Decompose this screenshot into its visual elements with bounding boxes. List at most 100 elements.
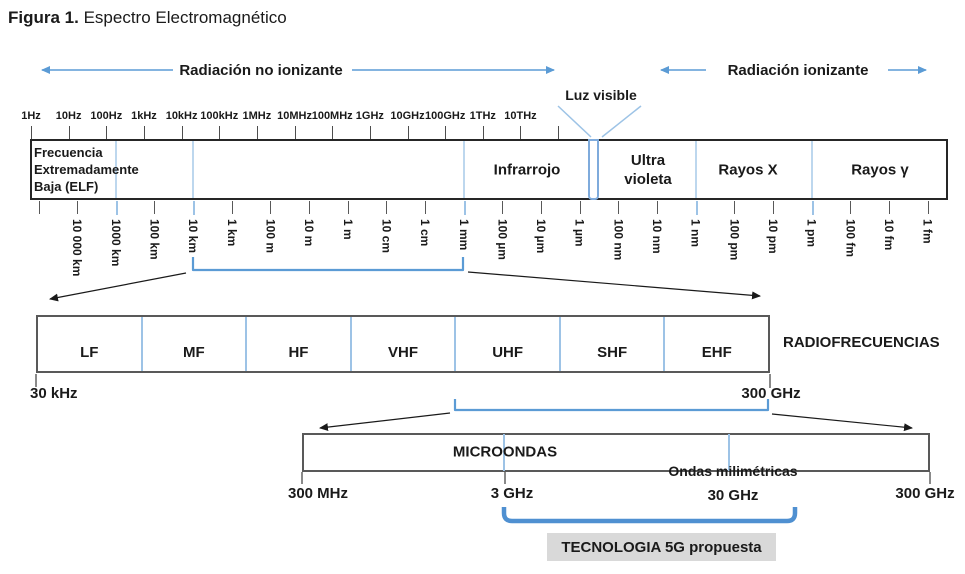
radio-band-mf: MF xyxy=(143,317,248,371)
spectrum-bar xyxy=(30,139,948,200)
microwave-tick-300ghz: 300 GHz xyxy=(895,485,955,502)
region-xray: Rayos X xyxy=(718,161,778,179)
wavelength-tick-label: 10 cm xyxy=(379,219,394,254)
five-g-bracket xyxy=(501,507,798,524)
frequency-tick xyxy=(482,126,484,139)
wavelength-tick xyxy=(425,201,427,214)
wavelength-tick xyxy=(850,201,852,214)
wavelength-tick xyxy=(154,201,156,214)
frequency-tick xyxy=(520,126,522,139)
wavelength-tick xyxy=(618,201,620,214)
radio-min-frequency: 30 kHz xyxy=(30,385,78,402)
wavelength-tick xyxy=(386,201,388,214)
frequency-tick-label: 100Hz xyxy=(90,110,123,122)
wavelength-tick xyxy=(502,201,504,214)
radio-band-shf: SHF xyxy=(561,317,666,371)
figure-number: Figura 1. xyxy=(8,8,79,27)
frequency-tick-label: 10kHz xyxy=(165,110,198,122)
spectrum-band-divider xyxy=(462,141,465,198)
radio-band-uhf: UHF xyxy=(456,317,561,371)
wavelength-tick-label: 1 m xyxy=(340,219,355,240)
wavelength-tick xyxy=(77,201,79,214)
wavelength-tick xyxy=(695,201,698,215)
wavelength-tick-label: 1 pm xyxy=(804,219,819,248)
radiofrequency-title: RADIOFRECUENCIAS xyxy=(783,334,940,351)
microwave-range-bracket xyxy=(453,399,770,412)
wavelength-tick-label: 1 km xyxy=(224,219,239,247)
radio-max-frequency: 300 GHz xyxy=(741,385,801,402)
wavelength-tick-label: 100 nm xyxy=(611,219,626,261)
microwave-divider-30ghz xyxy=(728,434,730,471)
wavelength-tick-label: 10 km xyxy=(186,219,201,254)
radio-expand-arrow-left xyxy=(49,272,187,302)
wavelength-tick xyxy=(347,201,349,214)
frequency-tick-label: 1THz xyxy=(469,110,496,122)
wavelength-tick-label: 10 µm xyxy=(534,219,549,254)
frequency-tick-label: 1kHz xyxy=(131,110,157,122)
wavelength-tick xyxy=(309,201,311,214)
wavelength-tick-label: 10 fm xyxy=(882,219,897,251)
non-ionizing-radiation-label: Radiación no ionizante xyxy=(179,62,343,79)
wavelength-tick-label: 100 km xyxy=(147,219,162,260)
frequency-tick xyxy=(558,126,560,139)
frequency-tick xyxy=(106,126,108,139)
radio-band-vhf: VHF xyxy=(352,317,457,371)
frequency-tick-label: 10MHz xyxy=(277,110,312,122)
wavelength-tick-label: 10 pm xyxy=(766,219,781,254)
microwave-expand-arrow-left xyxy=(319,412,451,432)
visible-light-strip xyxy=(588,139,599,200)
radio-band-hf: HF xyxy=(247,317,352,371)
wavelength-tick-label: 10 000 km xyxy=(70,219,85,277)
frequency-tick xyxy=(68,126,70,139)
frequency-tick xyxy=(256,126,258,139)
wavelength-tick xyxy=(270,201,272,214)
radio-range-bracket xyxy=(191,257,465,272)
wavelength-tick-label: 1 fm xyxy=(920,219,935,244)
frequency-tick-label: 1GHz xyxy=(355,110,384,122)
frequency-tick-label: 1MHz xyxy=(242,110,272,122)
millimeter-waves-label: Ondas milimétricas xyxy=(668,463,798,479)
frequency-tick xyxy=(407,126,409,139)
wavelength-tick xyxy=(541,201,543,214)
figure-caption: Figura 1. Espectro Electromagnético xyxy=(8,8,287,28)
frequency-tick xyxy=(181,126,183,139)
frequency-tick-label: 10Hz xyxy=(55,110,82,122)
wavelength-tick-label: 1 mm xyxy=(456,219,471,251)
five-g-proposed-box: TECNOLOGIA 5G propuesta xyxy=(547,533,776,561)
frequency-tick-label: 10THz xyxy=(504,110,537,122)
wavelength-tick xyxy=(734,201,736,214)
ionizing-radiation-label: Radiación ionizante xyxy=(727,62,869,79)
wavelength-tick-label: 10 m xyxy=(302,219,317,247)
frequency-tick xyxy=(294,126,296,139)
spectrum-band-divider xyxy=(114,141,117,198)
frequency-tick xyxy=(219,126,221,139)
wavelength-tick xyxy=(115,201,118,215)
radiofrequency-bar: LF MF HF VHF UHF SHF EHF xyxy=(36,315,770,373)
frequency-tick xyxy=(369,126,371,139)
wavelength-tick xyxy=(889,201,891,214)
microwave-tick-30ghz: 30 GHz xyxy=(707,487,759,504)
radio-expand-arrow-right xyxy=(467,271,761,300)
visible-light-pointer-right xyxy=(601,105,642,138)
radio-band-ehf: EHF xyxy=(701,343,732,361)
region-gamma: Rayos γ xyxy=(851,161,909,179)
visible-light-pointer-left xyxy=(557,105,592,138)
frequency-tick-label: 100GHz xyxy=(424,110,466,122)
microwave-tick-3ghz: 3 GHz xyxy=(490,485,534,502)
region-elf: Frecuencia Extremadamente Baja (ELF) xyxy=(34,145,139,194)
spectrum-band-divider xyxy=(810,141,813,198)
frequency-tick xyxy=(445,126,447,139)
microwave-expand-arrow-right xyxy=(771,413,913,432)
wavelength-tick-label: 100 fm xyxy=(843,219,858,258)
region-infrared: Infrarrojo xyxy=(493,161,561,179)
wavelength-tick-label: 100 µm xyxy=(495,219,510,260)
wavelength-tick xyxy=(463,201,466,215)
spectrum-band-divider xyxy=(694,141,697,198)
microwave-title: MICROONDAS xyxy=(452,443,558,461)
microwave-divider-3ghz xyxy=(503,434,505,471)
frequency-tick xyxy=(31,126,32,139)
frequency-tick-label: 10GHz xyxy=(390,110,425,122)
wavelength-tick xyxy=(657,201,659,214)
wavelength-tick-label: 100 pm xyxy=(727,219,742,261)
